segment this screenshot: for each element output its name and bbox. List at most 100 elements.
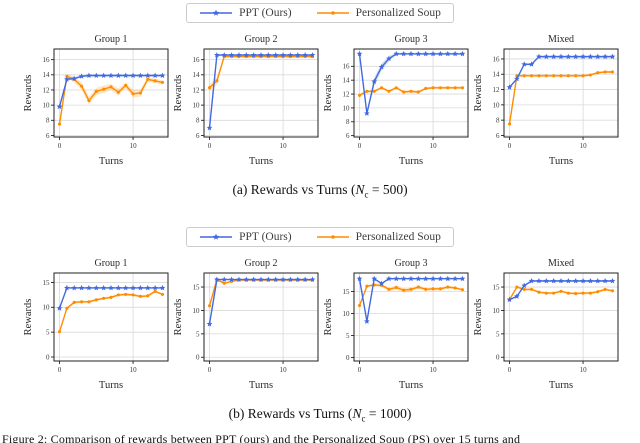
series-personalized-soup: [207, 55, 315, 90]
gridlines: [504, 273, 618, 361]
star-marker-icon: [430, 275, 436, 282]
legend-label-ppt: PPT (Ours): [239, 231, 292, 243]
star-marker-icon: [602, 53, 608, 60]
star-marker-icon: [506, 84, 513, 90]
dot-marker-icon: [65, 306, 69, 310]
axis-ticks: 6 8 10 12 14 16 0 10: [493, 55, 588, 150]
star-marker-icon: [543, 277, 550, 284]
svg-text:0: 0: [508, 366, 512, 374]
svg-text:16: 16: [43, 56, 51, 64]
star-marker-icon: [122, 72, 129, 78]
subplot-title: Group 2: [244, 34, 277, 45]
star-marker-icon: [309, 276, 316, 282]
dot-marker-icon: [124, 83, 128, 87]
star-marker-icon: [602, 277, 608, 284]
dot-marker-icon: [87, 300, 91, 304]
star-marker-icon: [422, 275, 429, 282]
dot-marker-icon: [588, 73, 592, 77]
star-marker-icon: [371, 275, 378, 282]
star-marker-icon: [93, 284, 100, 291]
svg-text:0: 0: [46, 353, 50, 361]
star-marker-icon: [415, 50, 422, 57]
star-marker-icon: [100, 72, 107, 78]
svg-text:14: 14: [193, 71, 201, 79]
star-marker-icon: [528, 277, 535, 284]
x-axis-label: Turns: [549, 380, 573, 391]
star-marker-icon: [93, 72, 100, 78]
star-marker-icon: [587, 277, 594, 284]
star-marker-icon: [152, 72, 158, 78]
caption-b-var: N: [352, 406, 362, 421]
star-marker-icon: [386, 55, 392, 62]
svg-text:10: 10: [280, 366, 288, 374]
star-marker-icon: [302, 52, 308, 58]
star-marker-icon: [521, 61, 528, 67]
svg-text:5: 5: [46, 329, 50, 337]
y-axis-label: Rewards: [473, 75, 484, 112]
star-marker-icon: [64, 284, 70, 291]
star-marker-icon: [408, 275, 414, 282]
confidence-bands: [209, 278, 313, 325]
star-marker-icon: [302, 276, 308, 282]
dot-marker-icon: [207, 86, 212, 90]
figure-caption: Figure 2: Comparison of rewards between …: [2, 432, 521, 443]
star-marker-icon: [521, 282, 528, 289]
subplot-row-b: 0 5 10 15 0 10 Group 1 Turns Rewards 0 5 10 15 0 10 Gr…: [0, 255, 640, 393]
dot-marker-icon: [109, 295, 113, 299]
star-marker-icon: [258, 52, 264, 58]
subplot-row-a: 6 8 10 12 14 16 0 10 Group 1 Turns Rewards 6 8 10 12 1…: [0, 31, 640, 169]
gridlines: [204, 273, 318, 361]
dot-marker-icon: [146, 294, 150, 298]
svg-text:10: 10: [193, 307, 201, 315]
svg-text:6: 6: [346, 132, 350, 140]
star-marker-icon: [152, 284, 158, 291]
subplot-title: Group 3: [394, 34, 427, 45]
star-marker-icon: [393, 275, 400, 282]
star-marker-icon: [550, 53, 557, 60]
star-marker-icon: [56, 305, 63, 311]
y-axis-label: Rewards: [323, 75, 334, 112]
svg-text:16: 16: [193, 56, 201, 64]
dot-marker-icon: [94, 298, 98, 302]
star-marker-icon: [444, 50, 451, 57]
dot-marker-icon: [94, 89, 98, 94]
star-marker-icon: [206, 321, 213, 327]
dot-marker-icon: [116, 293, 120, 297]
star-marker-icon: [536, 277, 542, 284]
subplot-b-mixed: 0 5 10 15 0 10 Mixed Turns Rewards: [473, 258, 619, 391]
dot-marker-icon: [460, 86, 465, 90]
legend-panel-b: PPT (Ours) Personalized Soup: [0, 227, 640, 250]
subplot-title: Group 1: [94, 34, 127, 45]
svg-text:0: 0: [346, 354, 350, 362]
y-axis-label: Rewards: [173, 299, 184, 336]
star-marker-icon: [221, 52, 228, 58]
axis-ticks: 6 8 10 12 14 16 0 10: [193, 56, 288, 150]
star-marker-icon: [572, 277, 579, 284]
dot-marker-icon: [138, 91, 142, 95]
dot-marker-icon: [72, 300, 76, 304]
dot-marker-icon: [610, 70, 615, 74]
star-marker-icon: [364, 318, 370, 324]
plot-frame: [53, 48, 169, 138]
series-ppt-ours-: [506, 53, 616, 90]
caption-b-text: (b) Rewards vs Turns (: [228, 406, 353, 421]
star-marker-icon: [587, 53, 594, 60]
plot-frame: [353, 48, 469, 138]
axis-ticks: 6 8 10 12 14 16 0 10: [43, 56, 138, 150]
star-marker-icon: [214, 52, 220, 58]
star-marker-icon: [528, 61, 535, 67]
dot-marker-icon: [603, 287, 607, 291]
svg-text:0: 0: [208, 366, 212, 374]
svg-text:5: 5: [196, 330, 200, 338]
y-axis-label: Rewards: [473, 299, 484, 336]
svg-text:8: 8: [46, 117, 50, 125]
caption-b-sub: c: [361, 413, 366, 424]
star-marker-icon: [228, 276, 235, 282]
svg-text:0: 0: [58, 142, 62, 150]
dot-marker-icon: [330, 11, 335, 15]
dot-marker-icon: [424, 287, 428, 291]
gridlines: [354, 49, 468, 137]
dot-marker-icon: [80, 300, 84, 304]
series-personalized-soup: [507, 285, 615, 302]
dot-marker-icon: [431, 287, 435, 291]
